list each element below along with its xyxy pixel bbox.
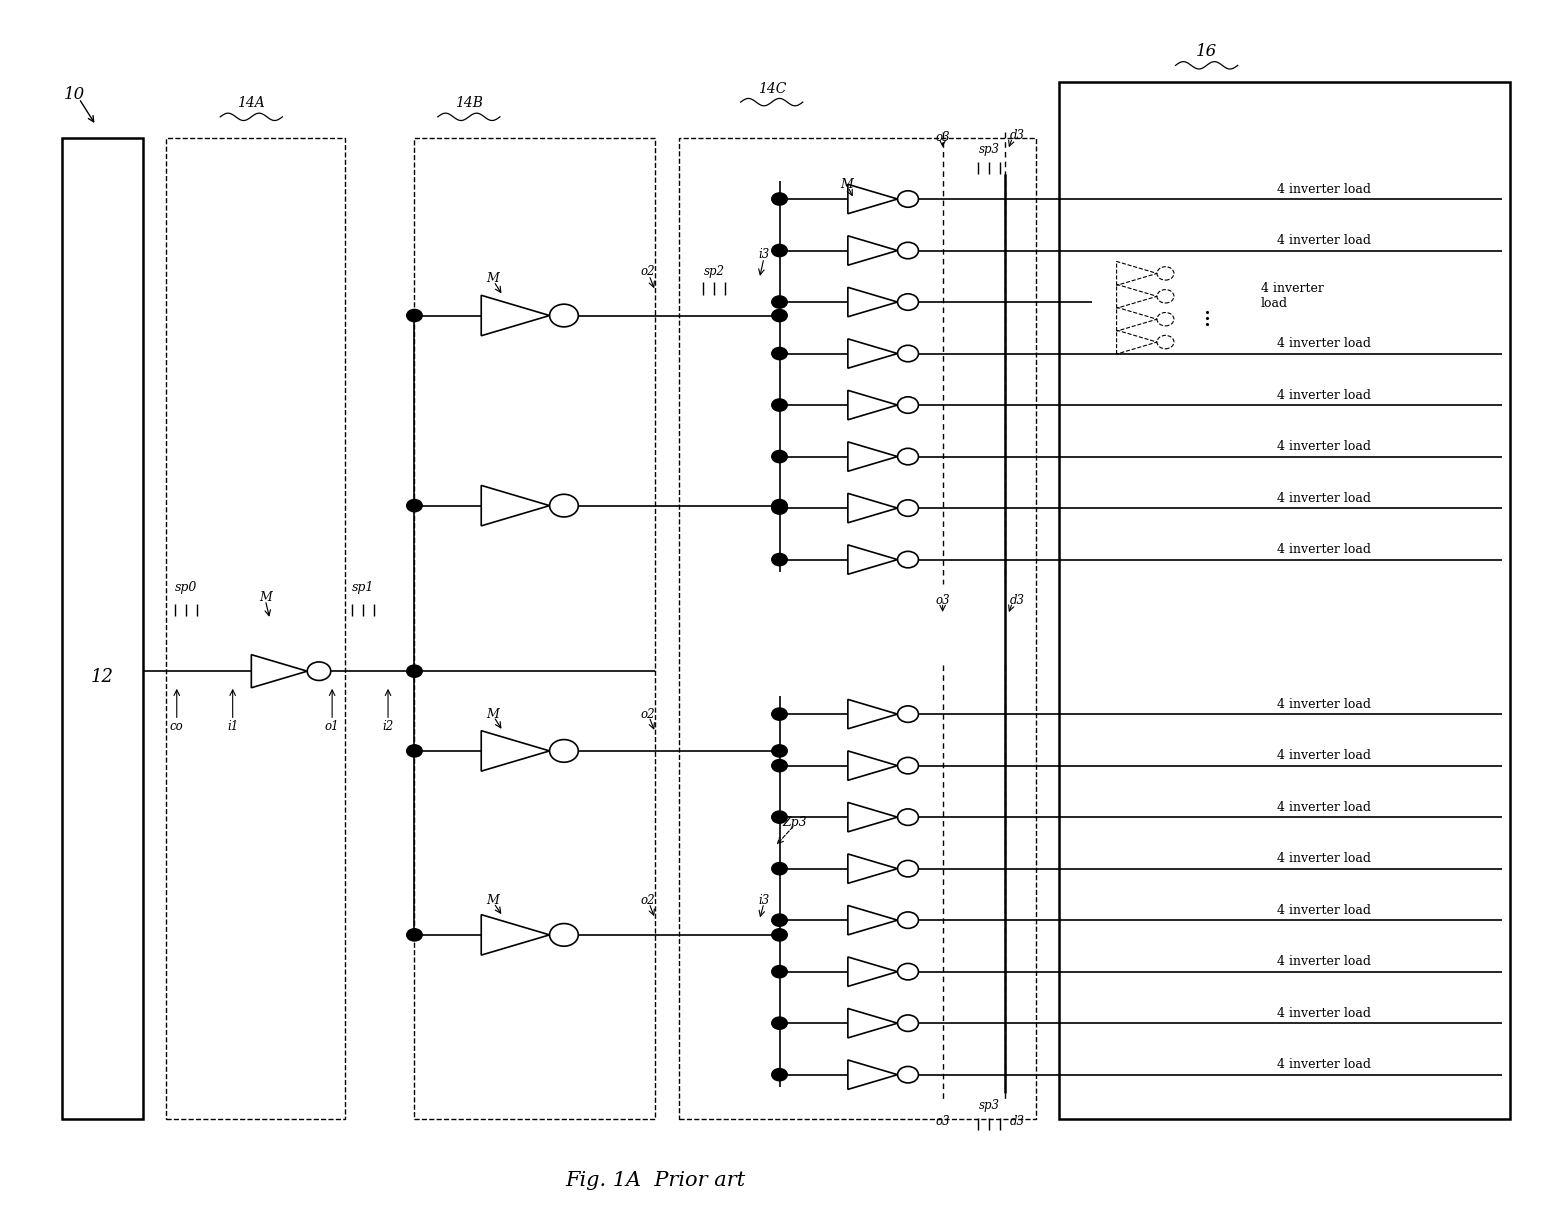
Circle shape — [772, 1068, 787, 1080]
Text: 4 inverter load: 4 inverter load — [1277, 543, 1370, 557]
Text: sp3: sp3 — [979, 143, 999, 156]
Text: 14C: 14C — [758, 81, 786, 96]
Text: 12: 12 — [90, 668, 114, 686]
Circle shape — [772, 862, 787, 875]
Text: 4 inverter load: 4 inverter load — [1277, 389, 1370, 402]
Circle shape — [772, 745, 787, 756]
Circle shape — [772, 347, 787, 360]
Text: o2: o2 — [641, 707, 655, 721]
Circle shape — [772, 296, 787, 308]
Circle shape — [772, 929, 787, 941]
Text: 14A: 14A — [237, 96, 265, 111]
Circle shape — [407, 665, 422, 678]
Text: 16: 16 — [1196, 43, 1218, 60]
Circle shape — [407, 745, 422, 756]
Text: M: M — [486, 707, 499, 721]
Text: 4 inverter load: 4 inverter load — [1277, 182, 1370, 196]
Text: 4 inverter load: 4 inverter load — [1277, 492, 1370, 505]
Text: 14B: 14B — [455, 96, 483, 111]
Circle shape — [772, 499, 787, 511]
Circle shape — [407, 499, 422, 511]
Text: sp2: sp2 — [703, 265, 725, 278]
Text: 10: 10 — [64, 86, 84, 103]
Text: i3: i3 — [758, 894, 770, 907]
Text: Zp3: Zp3 — [783, 816, 808, 829]
Text: 4 inverter load: 4 inverter load — [1277, 801, 1370, 814]
FancyBboxPatch shape — [1059, 83, 1509, 1119]
Text: 4 inverter load: 4 inverter load — [1277, 234, 1370, 248]
Text: 4 inverter load: 4 inverter load — [1277, 853, 1370, 865]
Text: i1: i1 — [228, 719, 239, 733]
Text: d3: d3 — [1010, 1115, 1024, 1127]
Text: 4 inverter load: 4 inverter load — [1277, 1058, 1370, 1072]
Text: sp3: sp3 — [979, 1099, 999, 1111]
Text: 4 inverter
load: 4 inverter load — [1261, 282, 1324, 310]
Text: i3: i3 — [758, 248, 770, 261]
Text: 4 inverter load: 4 inverter load — [1277, 338, 1370, 350]
Text: co: co — [170, 719, 184, 733]
Text: o3: o3 — [935, 1115, 949, 1127]
FancyBboxPatch shape — [62, 138, 142, 1119]
Text: M: M — [486, 272, 499, 286]
Text: M: M — [486, 894, 499, 907]
Circle shape — [772, 451, 787, 463]
Circle shape — [772, 1018, 787, 1029]
Circle shape — [772, 309, 787, 322]
Text: sp0: sp0 — [175, 582, 198, 594]
Circle shape — [772, 244, 787, 256]
Circle shape — [772, 759, 787, 771]
Text: o2: o2 — [641, 894, 655, 907]
Circle shape — [407, 929, 422, 941]
Text: 4 inverter load: 4 inverter load — [1277, 955, 1370, 968]
Text: Fig. 1A  Prior art: Fig. 1A Prior art — [566, 1170, 745, 1190]
Text: sp1: sp1 — [352, 582, 374, 594]
Text: 4 inverter load: 4 inverter load — [1277, 1007, 1370, 1020]
Text: d3: d3 — [1010, 594, 1024, 606]
Text: o3: o3 — [935, 131, 949, 144]
Circle shape — [772, 914, 787, 926]
Text: o3: o3 — [935, 594, 949, 606]
Text: 4 inverter load: 4 inverter load — [1277, 440, 1370, 453]
Text: 4 inverter load: 4 inverter load — [1277, 749, 1370, 763]
Text: o2: o2 — [641, 265, 655, 278]
Circle shape — [772, 553, 787, 565]
Text: i2: i2 — [382, 719, 394, 733]
Circle shape — [407, 309, 422, 322]
Circle shape — [772, 811, 787, 823]
Text: M: M — [840, 177, 853, 191]
Circle shape — [772, 501, 787, 514]
Text: d3: d3 — [1010, 128, 1024, 142]
Circle shape — [772, 966, 787, 978]
Text: M: M — [259, 591, 271, 604]
Circle shape — [772, 399, 787, 411]
Circle shape — [772, 193, 787, 206]
Circle shape — [772, 708, 787, 721]
Text: 4 inverter load: 4 inverter load — [1277, 697, 1370, 711]
Text: 4 inverter load: 4 inverter load — [1277, 904, 1370, 917]
Text: o1: o1 — [324, 719, 340, 733]
